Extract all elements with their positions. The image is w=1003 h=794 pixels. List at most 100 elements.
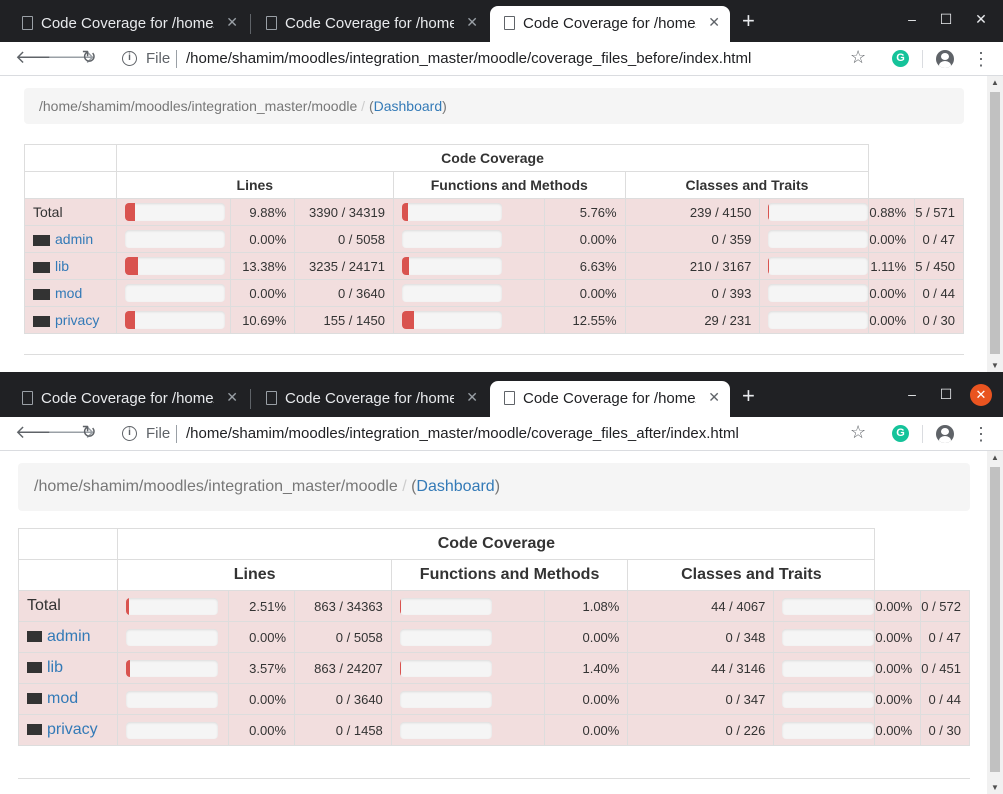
back-button[interactable]: 🡐 [15, 47, 64, 67]
functions-bar-cell [392, 252, 545, 280]
tab-3-active[interactable]: Code Coverage for /home/shamim/moodles/i… [490, 6, 730, 42]
vertical-scrollbar[interactable]: ▲ ▼ [987, 451, 1003, 794]
header-functions: Functions and Methods [390, 559, 629, 591]
vertical-scrollbar[interactable]: ▲ ▼ [987, 76, 1003, 372]
lines-count: 0 / 3640 [294, 683, 392, 715]
tab-close-icon[interactable]: ✕ [708, 14, 720, 30]
classes-count: 0 / 47 [914, 225, 964, 253]
scroll-thumb[interactable] [990, 92, 1000, 354]
kebab-menu-icon[interactable]: ⋮ [972, 49, 990, 69]
directory-link-admin[interactable]: admin [47, 628, 91, 645]
classes-percent: 0.00% [874, 621, 922, 653]
kebab-menu-icon[interactable]: ⋮ [972, 424, 990, 444]
star-icon[interactable]: ☆ [850, 422, 867, 442]
lines-percent: 13.38% [229, 252, 296, 280]
new-tab-button[interactable]: + [742, 8, 755, 33]
functions-bar-cell [392, 225, 545, 253]
folder-icon [33, 234, 50, 246]
lines-percent: 2.51% [227, 590, 296, 622]
row-name-cell[interactable]: admin [17, 621, 119, 653]
classes-count: 5 / 450 [914, 252, 964, 280]
row-name-cell[interactable]: lib [17, 652, 119, 684]
address-bar[interactable]: /home/shamim/moodles/integration_master/… [186, 425, 739, 442]
address-bar[interactable]: /home/shamim/moodles/integration_master/… [186, 50, 752, 67]
functions-percent: 0.00% [543, 225, 626, 253]
forward-button[interactable]: 🡒 [47, 422, 96, 442]
reload-button[interactable]: ↻ [81, 47, 97, 67]
header-blank [17, 528, 119, 560]
tab-close-icon[interactable]: ✕ [466, 389, 478, 405]
classes-count: 0 / 572 [920, 590, 970, 622]
lines-percent: 0.00% [229, 225, 296, 253]
row-name-cell[interactable]: mod [24, 279, 117, 307]
minimize-button[interactable]: – [908, 386, 916, 402]
lines-bar-cell [115, 225, 231, 253]
directory-link-privacy[interactable]: privacy [55, 312, 100, 328]
directory-link-admin[interactable]: admin [55, 231, 94, 247]
row-name-cell[interactable]: privacy [17, 714, 119, 746]
tab-1[interactable]: Code Coverage for /home/shamim/moodles/i… [8, 381, 248, 417]
functions-progress-fill [401, 203, 408, 221]
functions-progress-bar [399, 597, 492, 615]
tab-close-icon[interactable]: ✕ [226, 389, 238, 405]
scroll-up-icon[interactable]: ▲ [991, 78, 999, 87]
account-icon[interactable] [936, 50, 954, 68]
tab-1[interactable]: Code Coverage for /home/shamim/moodles/i… [8, 6, 248, 42]
tab-close-icon[interactable]: ✕ [708, 389, 720, 405]
info-icon[interactable]: i [122, 51, 137, 66]
tab-close-icon[interactable]: ✕ [466, 14, 478, 30]
tab-title: Code Coverage for /home/shamim/moodles/i… [285, 390, 454, 407]
lines-count: 863 / 24207 [294, 652, 392, 684]
row-name-cell[interactable]: admin [24, 225, 117, 253]
info-icon[interactable]: i [122, 426, 137, 441]
reload-button[interactable]: ↻ [81, 422, 97, 442]
page-icon [266, 391, 277, 405]
classes-bar-cell [773, 652, 876, 684]
classes-bar-cell [773, 590, 876, 622]
row-name-cell[interactable]: lib [24, 252, 117, 280]
lines-progress-fill [124, 203, 135, 221]
directory-link-lib[interactable]: lib [55, 258, 70, 274]
forward-button[interactable]: 🡒 [47, 47, 96, 67]
star-icon[interactable]: ☆ [850, 47, 867, 67]
grammarly-icon[interactable]: G [892, 425, 909, 442]
dashboard-link[interactable]: Dashboard [416, 478, 495, 495]
page-icon [504, 16, 515, 30]
account-icon[interactable] [936, 425, 954, 443]
functions-bar-cell [390, 652, 545, 684]
classes-progress-bar [768, 203, 869, 221]
row-name-cell: Total [17, 590, 119, 622]
tab-2[interactable]: Code Coverage for /home/shamim/moodles/i… [252, 381, 488, 417]
new-tab-button[interactable]: + [742, 383, 755, 408]
breadcrumb-close-paren: ) [442, 98, 447, 114]
row-name-cell: Total [24, 198, 117, 226]
row-name-cell[interactable]: mod [17, 683, 119, 715]
classes-bar-cell [773, 683, 876, 715]
classes-percent: 0.00% [874, 652, 922, 684]
tab-close-icon[interactable]: ✕ [226, 14, 238, 30]
minimize-button[interactable]: – [908, 11, 916, 27]
grammarly-icon[interactable]: G [892, 50, 909, 67]
directory-link-privacy[interactable]: privacy [47, 721, 98, 738]
scheme-label: File [146, 425, 171, 442]
scroll-thumb[interactable] [990, 467, 1000, 772]
scroll-down-icon[interactable]: ▼ [991, 361, 999, 370]
scroll-up-icon[interactable]: ▲ [991, 453, 999, 462]
scroll-down-icon[interactable]: ▼ [991, 783, 999, 792]
folder-icon [27, 631, 42, 643]
row-name-cell[interactable]: privacy [24, 306, 117, 334]
maximize-button[interactable]: ☐ [939, 386, 953, 402]
close-window-button[interactable]: ✕ [975, 11, 987, 27]
directory-link-lib[interactable]: lib [47, 659, 64, 676]
tab-2[interactable]: Code Coverage for /home/shamim/moodles/i… [252, 6, 488, 42]
back-button[interactable]: 🡐 [15, 422, 64, 442]
close-window-button[interactable]: ✕ [970, 384, 992, 406]
directory-link-mod[interactable]: mod [47, 690, 79, 707]
maximize-button[interactable]: ☐ [939, 11, 953, 27]
header-blank [24, 144, 117, 172]
lines-bar-cell [117, 683, 229, 715]
folder-icon [33, 288, 50, 300]
directory-link-mod[interactable]: mod [55, 285, 83, 301]
tab-3-active[interactable]: Code Coverage for /home/shamim/moodles/i… [490, 381, 730, 417]
dashboard-link[interactable]: Dashboard [373, 98, 443, 114]
